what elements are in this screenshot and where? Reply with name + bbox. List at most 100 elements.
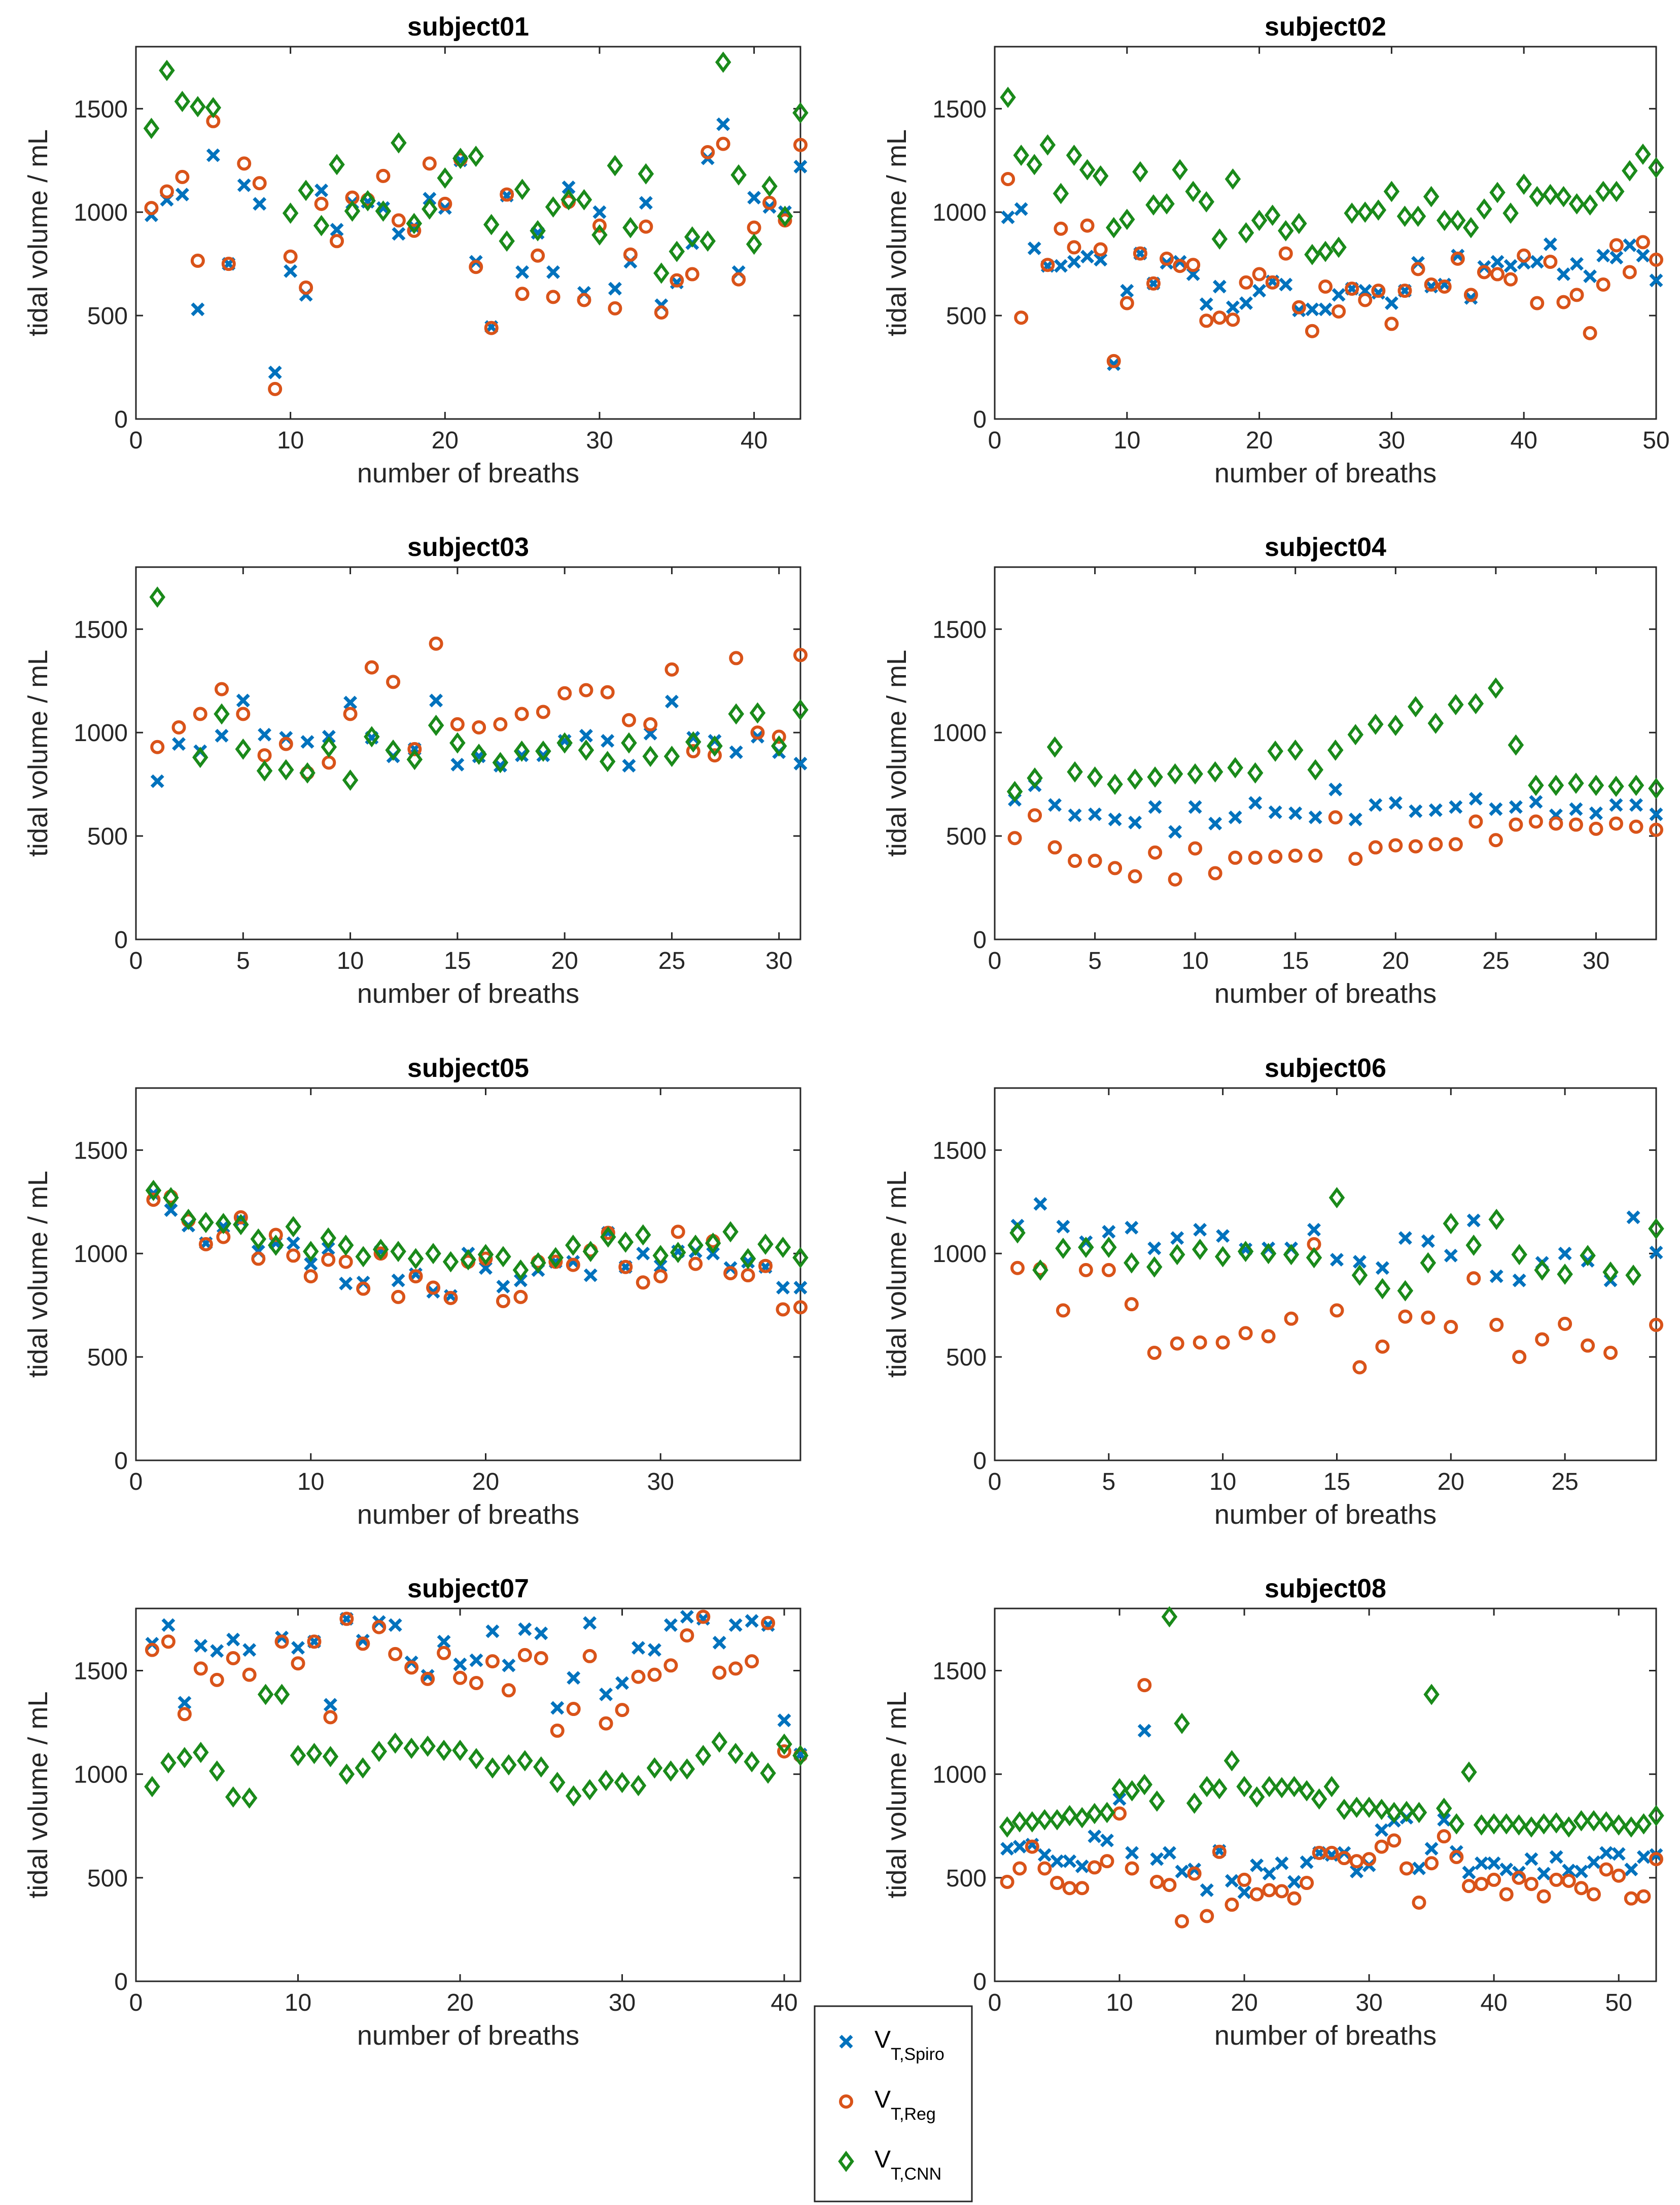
- data-point: [1388, 838, 1403, 853]
- data-point: [1556, 267, 1570, 282]
- data-point: [1561, 1816, 1577, 1838]
- data-point: [356, 1281, 371, 1296]
- data-point: [1473, 1814, 1490, 1836]
- data-point: [406, 213, 423, 234]
- data-point: [1331, 236, 1347, 258]
- data-point: [450, 757, 465, 772]
- data-point: [1125, 1861, 1139, 1876]
- data-point: [746, 233, 762, 255]
- data-point: [225, 1786, 241, 1808]
- data-point: [453, 1670, 468, 1685]
- data-point: [1330, 1252, 1344, 1267]
- data-point: [1193, 1222, 1207, 1237]
- data-point: [364, 726, 380, 748]
- y-tick-label: 1500: [74, 96, 128, 123]
- data-point: [653, 262, 670, 284]
- data-point: [1629, 819, 1643, 834]
- data-point: [1174, 1712, 1190, 1734]
- legend-subscript: T,CNN: [891, 2164, 941, 2184]
- data-point: [1066, 145, 1082, 166]
- y-tick-label: 1000: [932, 1762, 987, 1789]
- data-point: [1508, 734, 1524, 756]
- data-point: [471, 744, 487, 765]
- data-point: [1251, 209, 1268, 231]
- series-V_T,CNN: [145, 1179, 809, 1281]
- data-point: [1599, 1862, 1614, 1877]
- data-point: [206, 148, 220, 162]
- data-point: [300, 735, 314, 749]
- data-point: [1048, 798, 1062, 812]
- data-point: [663, 1658, 678, 1673]
- data-point: [578, 739, 594, 761]
- data-point: [304, 1257, 318, 1271]
- data-point: [392, 227, 406, 241]
- data-point: [175, 169, 190, 184]
- plot-area: [135, 566, 801, 940]
- data-point: [576, 189, 592, 211]
- data-point: [750, 725, 765, 740]
- data-point: [1187, 763, 1203, 785]
- data-point: [477, 1244, 494, 1266]
- x-tick-label: 10: [297, 1468, 324, 1495]
- data-point: [1581, 1338, 1595, 1353]
- data-point: [684, 226, 701, 248]
- data-point: [252, 176, 267, 191]
- data-point: [375, 200, 392, 222]
- data-point: [1410, 205, 1426, 227]
- x-tick-label: 10: [1209, 1468, 1236, 1495]
- data-point: [372, 1239, 389, 1261]
- data-point: [533, 1756, 549, 1778]
- data-point: [621, 713, 636, 727]
- data-point: [1119, 296, 1134, 310]
- data-point: [278, 759, 294, 781]
- data-point: [285, 1216, 302, 1238]
- data-point: [236, 693, 250, 708]
- data-point: [638, 163, 654, 185]
- data-point: [250, 1228, 267, 1250]
- data-point: [1268, 805, 1282, 819]
- data-point: [550, 1701, 565, 1715]
- x-tick-label: 5: [236, 948, 250, 974]
- data-point: [1347, 724, 1364, 746]
- data-point: [1530, 255, 1544, 269]
- data-point: [1649, 1245, 1663, 1259]
- data-point: [1543, 255, 1558, 269]
- data-point: [1370, 199, 1387, 221]
- series-V_T,Reg: [145, 1609, 808, 1763]
- data-point: [1108, 861, 1123, 876]
- data-point: [1524, 1852, 1538, 1866]
- data-point: [1027, 767, 1043, 789]
- data-point: [686, 744, 701, 758]
- data-point: [1503, 259, 1518, 273]
- data-point: [1428, 803, 1443, 817]
- data-point: [1324, 1845, 1339, 1860]
- data-point: [534, 1651, 548, 1665]
- data-point: [745, 1614, 759, 1628]
- data-point: [421, 1671, 435, 1686]
- data-point: [1248, 1786, 1265, 1808]
- data-point: [437, 1646, 451, 1660]
- data-point: [1530, 296, 1545, 310]
- data-point: [1317, 240, 1334, 262]
- data-point: [1226, 312, 1240, 327]
- data-point: [1261, 1329, 1276, 1344]
- y-tick-label: 0: [973, 406, 987, 433]
- data-point: [1170, 1231, 1184, 1245]
- data-point: [1411, 262, 1425, 276]
- data-point: [233, 1214, 249, 1236]
- data-point: [562, 180, 576, 194]
- data-point: [242, 1643, 257, 1657]
- data-point: [290, 1744, 306, 1766]
- data-point: [1287, 1891, 1302, 1906]
- data-point: [1261, 1776, 1278, 1798]
- data-point: [242, 1667, 257, 1682]
- data-point: [581, 1779, 598, 1801]
- data-point: [1250, 1858, 1264, 1872]
- data-point: [1649, 1317, 1663, 1332]
- data-point: [1101, 1236, 1117, 1258]
- data-point: [728, 1661, 743, 1676]
- data-point: [647, 1643, 661, 1657]
- data-point: [1548, 1812, 1564, 1834]
- data-point: [1537, 1867, 1551, 1881]
- data-point: [1175, 1865, 1189, 1879]
